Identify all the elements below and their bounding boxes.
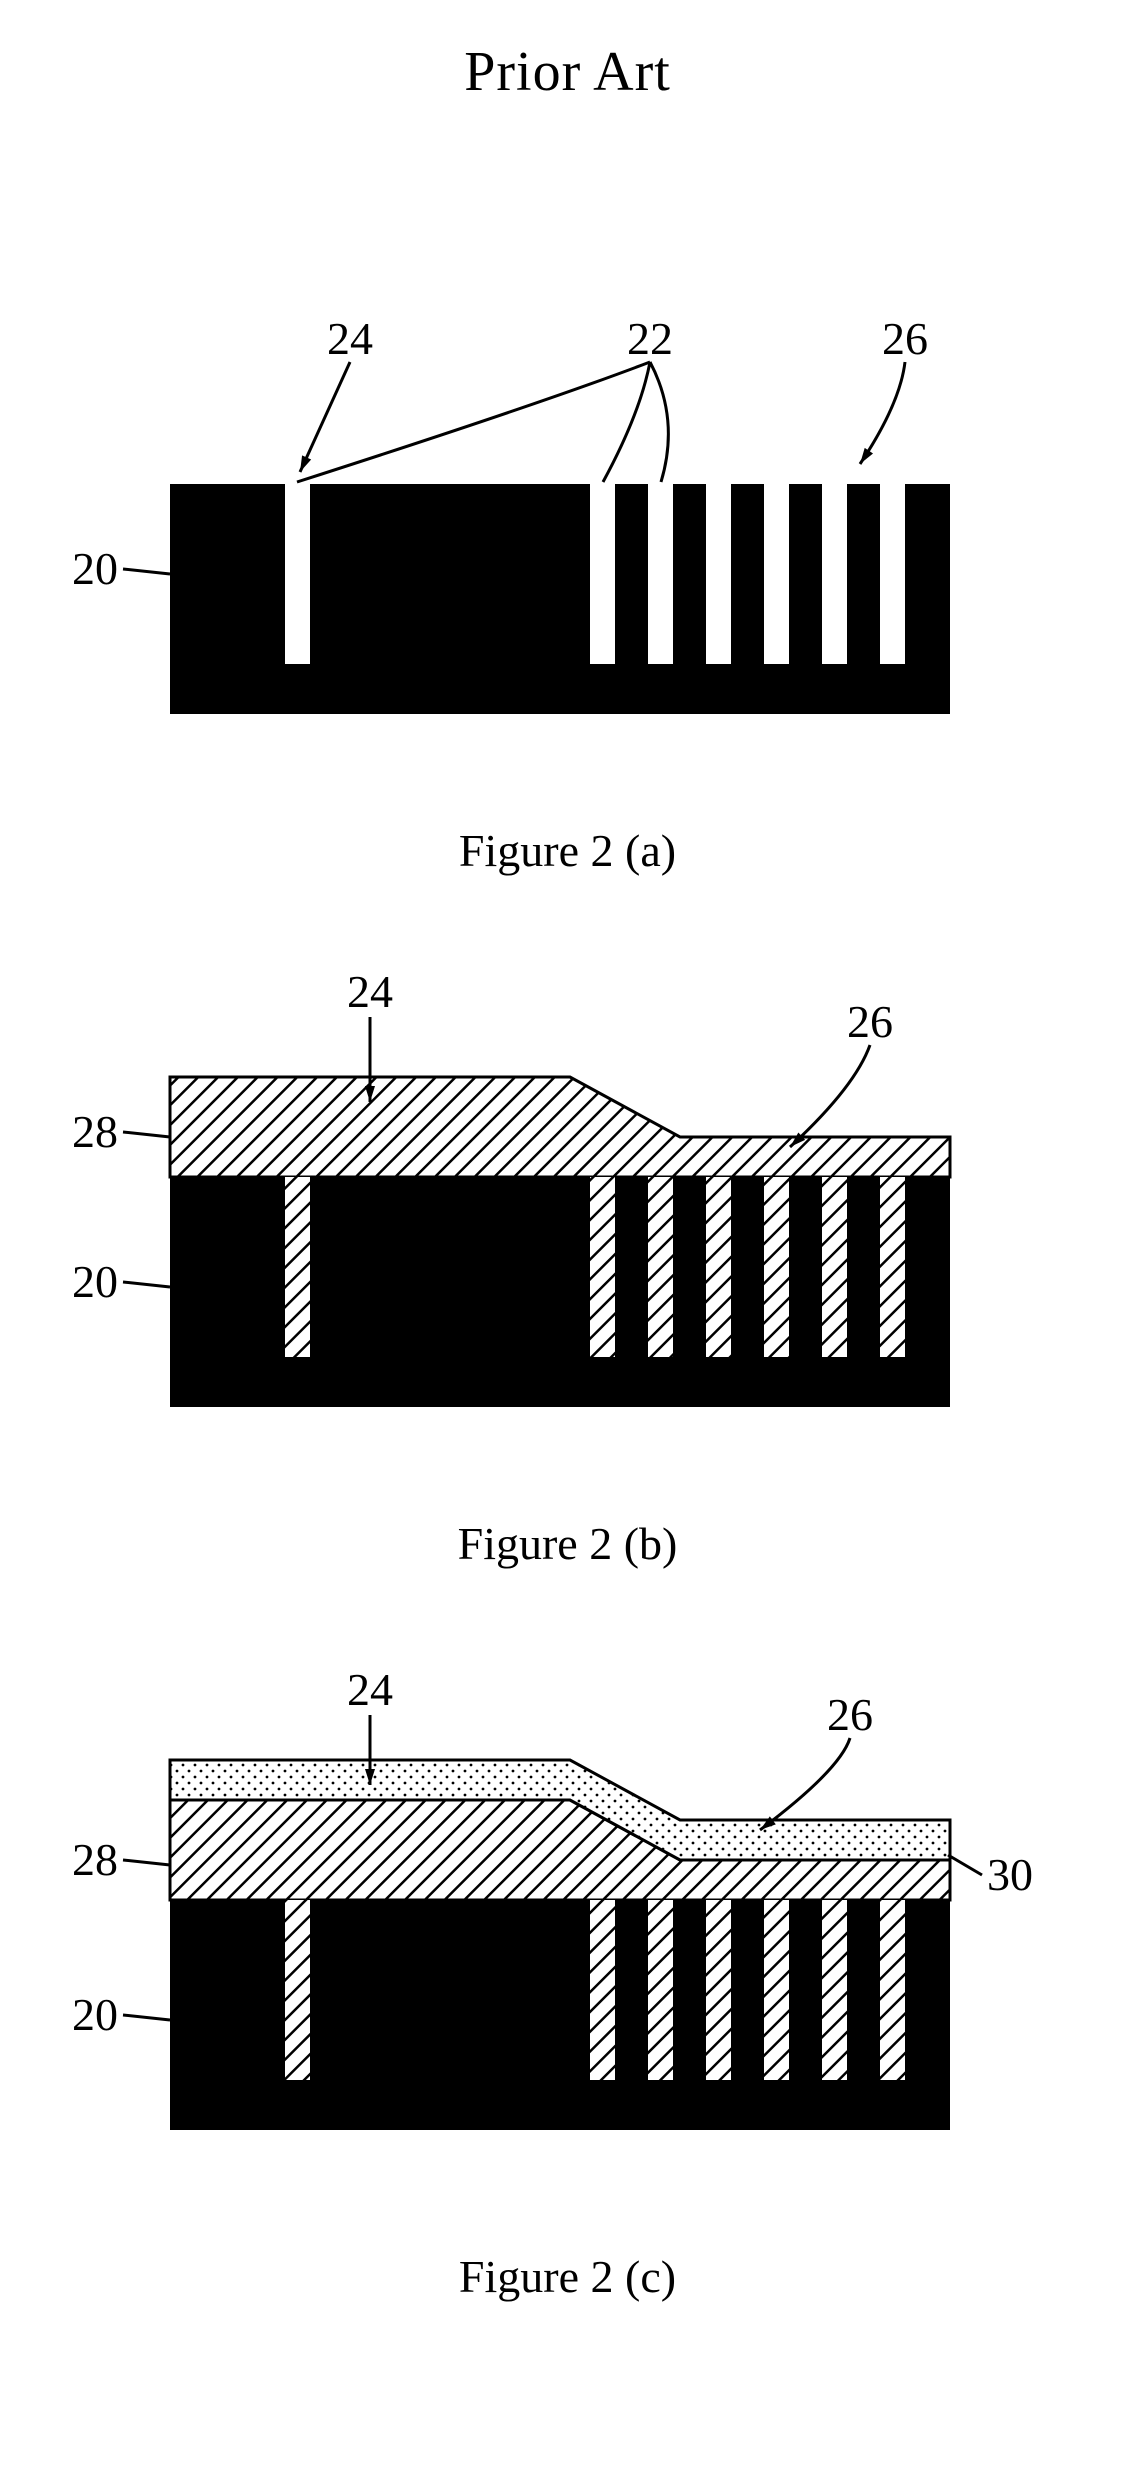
svg-text:28: 28 — [72, 1834, 118, 1885]
figure-2a-svg: 24 22 26 20 — [0, 284, 1135, 804]
svg-text:28: 28 — [72, 1106, 118, 1157]
svg-text:26: 26 — [827, 1689, 873, 1740]
svg-text:26: 26 — [882, 313, 928, 364]
svg-text:22: 22 — [627, 313, 673, 364]
svg-text:24: 24 — [347, 966, 393, 1017]
svg-text:24: 24 — [347, 1664, 393, 1715]
figure-2b: 24 26 28 20 Figure 2 (b) — [0, 937, 1135, 1570]
svg-text:20: 20 — [72, 543, 118, 594]
svg-text:20: 20 — [72, 1989, 118, 2040]
svg-text:26: 26 — [847, 996, 893, 1047]
figure-2c-svg: 24 26 28 20 30 — [0, 1630, 1135, 2230]
figure-2c: 24 26 28 20 30 Figure 2 (c) — [0, 1630, 1135, 2303]
svg-text:30: 30 — [987, 1849, 1033, 1900]
figure-2b-caption: Figure 2 (b) — [0, 1517, 1135, 1570]
svg-text:20: 20 — [72, 1256, 118, 1307]
figure-2a: 24 22 26 20 Figure 2 (a) — [0, 284, 1135, 877]
page-title: Prior Art — [0, 40, 1135, 104]
figure-2a-caption: Figure 2 (a) — [0, 824, 1135, 877]
figure-2c-caption: Figure 2 (c) — [0, 2250, 1135, 2303]
svg-text:24: 24 — [327, 313, 373, 364]
figure-2b-svg: 24 26 28 20 — [0, 937, 1135, 1497]
